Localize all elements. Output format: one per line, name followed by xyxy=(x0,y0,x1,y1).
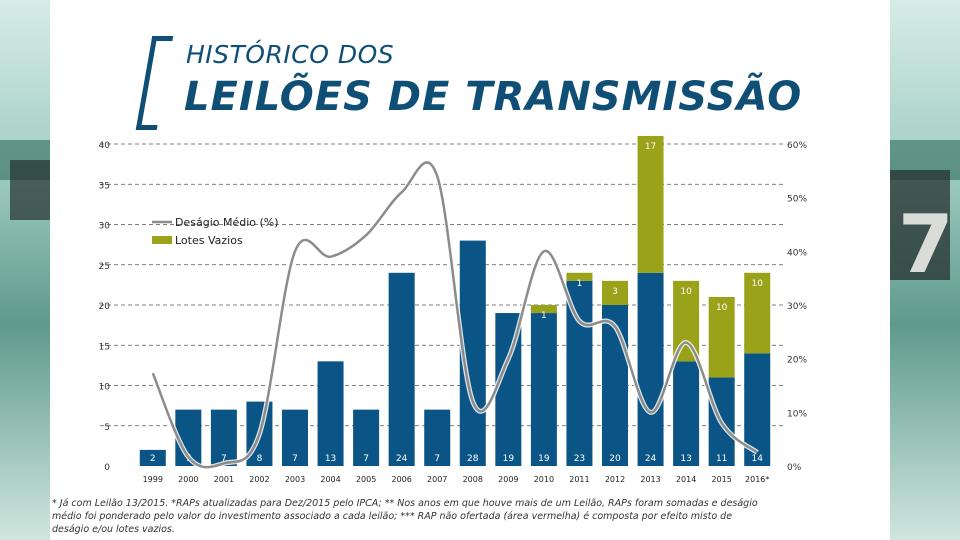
x-tick-label: 2009 xyxy=(498,475,518,484)
bar-lotes-label: 2 xyxy=(150,454,156,464)
bar-lotes-vazios xyxy=(708,296,735,378)
bar-lotes-label: 19 xyxy=(503,454,515,464)
bar-lotes xyxy=(602,305,628,466)
bar-lotes xyxy=(282,409,308,466)
bar-lotes xyxy=(424,409,451,466)
bar-lotes-vazios-label: 17 xyxy=(645,142,656,152)
bar-lotes-label: 24 xyxy=(396,454,408,464)
bar-lotes-vazios-label: 10 xyxy=(751,279,763,289)
y-right-tick-label: 20% xyxy=(787,356,807,366)
x-tick-label: 2007 xyxy=(427,475,447,484)
x-tick-label: 2011 xyxy=(569,475,589,484)
y-right-tick-label: 30% xyxy=(787,302,807,312)
y-right-tick-label: 60% xyxy=(787,141,807,151)
x-tick-label: 2012 xyxy=(605,475,625,484)
bar-lotes-vazios-label: 1 xyxy=(577,279,583,289)
x-tick-label: 2005 xyxy=(356,475,376,484)
line-desagio-medio xyxy=(151,161,759,469)
y-left-tick-label: 5 xyxy=(104,423,110,433)
bar-lotes xyxy=(637,272,664,466)
bar-lotes-label: 7 xyxy=(292,454,298,464)
bar-lotes-label: 19 xyxy=(538,454,550,464)
x-tick-label: 2014 xyxy=(676,475,696,484)
bar-lotes-label: 13 xyxy=(680,454,691,464)
x-tick-label: 2002 xyxy=(249,475,269,484)
x-tick-label: 2004 xyxy=(320,475,340,484)
line-desagio-halo xyxy=(150,159,759,470)
bar-lotes-label: 7 xyxy=(363,454,369,464)
bar-lotes-vazios-label: 10 xyxy=(716,303,728,313)
bar-lotes-label: 7 xyxy=(221,454,227,464)
bar-lotes xyxy=(139,449,166,466)
x-tick-label: 2016* xyxy=(745,475,769,484)
bar-lotes-label: 7 xyxy=(434,454,440,464)
legend-box-swatch xyxy=(152,236,172,244)
bar-lotes-label: 8 xyxy=(257,454,263,464)
legend-desagio-label: Deságio Médio (%) xyxy=(175,216,279,229)
bar-lotes-vazios xyxy=(744,272,771,354)
x-tick-label: 2003 xyxy=(285,475,305,484)
bar-lotes xyxy=(673,361,700,466)
x-tick-label: 2008 xyxy=(463,475,483,484)
x-tick-label: 2015 xyxy=(711,475,731,484)
background-digit: 7 xyxy=(898,198,954,291)
x-tick-label: 2006 xyxy=(391,475,411,484)
bar-lotes-label: 23 xyxy=(574,454,585,464)
title-line-2: LEILÕES DE TRANSMISSÃO xyxy=(184,74,803,120)
y-left-tick-label: 0 xyxy=(104,463,110,473)
legend-lotes-vazios-label: Lotes Vazios xyxy=(175,234,243,247)
title-line-1: HISTÓRICO DOS xyxy=(186,40,395,69)
bar-lotes-vazios xyxy=(566,272,593,281)
y-right-tick-label: 0% xyxy=(787,463,802,473)
bar-lotes xyxy=(530,313,557,466)
bar-lotes-vazios xyxy=(637,135,664,273)
bar-lotes-label: 24 xyxy=(645,454,657,464)
bar-lotes xyxy=(317,361,344,466)
bar-lotes-vazios-label: 10 xyxy=(680,287,692,297)
x-tick-label: 1999 xyxy=(143,475,163,484)
bar-lotes xyxy=(353,409,380,466)
y-right-tick-label: 40% xyxy=(787,248,807,258)
bar-lotes-label: 11 xyxy=(716,454,727,464)
y-left-tick-label: 35 xyxy=(99,181,110,191)
bar-lotes-label: 20 xyxy=(609,454,621,464)
bar-lotes-vazios xyxy=(530,305,557,314)
y-right-tick-label: 10% xyxy=(787,409,807,419)
bar-lotes-vazios xyxy=(602,280,628,305)
y-left-tick-label: 30 xyxy=(99,222,111,232)
bar-lotes xyxy=(566,280,593,466)
bar-lotes-label: 28 xyxy=(467,454,479,464)
x-tick-label: 2013 xyxy=(640,475,660,484)
bar-lotes-vazios-label: 3 xyxy=(612,287,618,297)
footnote: * Já com Leilão 13/2015. *RAPs atualizad… xyxy=(52,498,758,535)
y-left-tick-label: 20 xyxy=(99,302,111,312)
bar-lotes xyxy=(388,272,415,466)
bar-lotes-vazios-label: 1 xyxy=(541,311,547,321)
y-left-tick-label: 40 xyxy=(99,141,111,151)
y-right-tick-label: 50% xyxy=(787,195,807,205)
x-tick-label: 2000 xyxy=(178,475,198,484)
bar-lotes-label: 13 xyxy=(325,454,336,464)
y-left-tick-label: 10 xyxy=(99,383,111,393)
bar-lotes xyxy=(210,409,237,466)
x-tick-label: 2010 xyxy=(534,475,554,484)
y-left-tick-label: 15 xyxy=(99,342,110,352)
x-tick-label: 2001 xyxy=(214,475,234,484)
y-left-tick-label: 25 xyxy=(99,262,110,272)
bar-lotes-label: 14 xyxy=(751,454,763,464)
